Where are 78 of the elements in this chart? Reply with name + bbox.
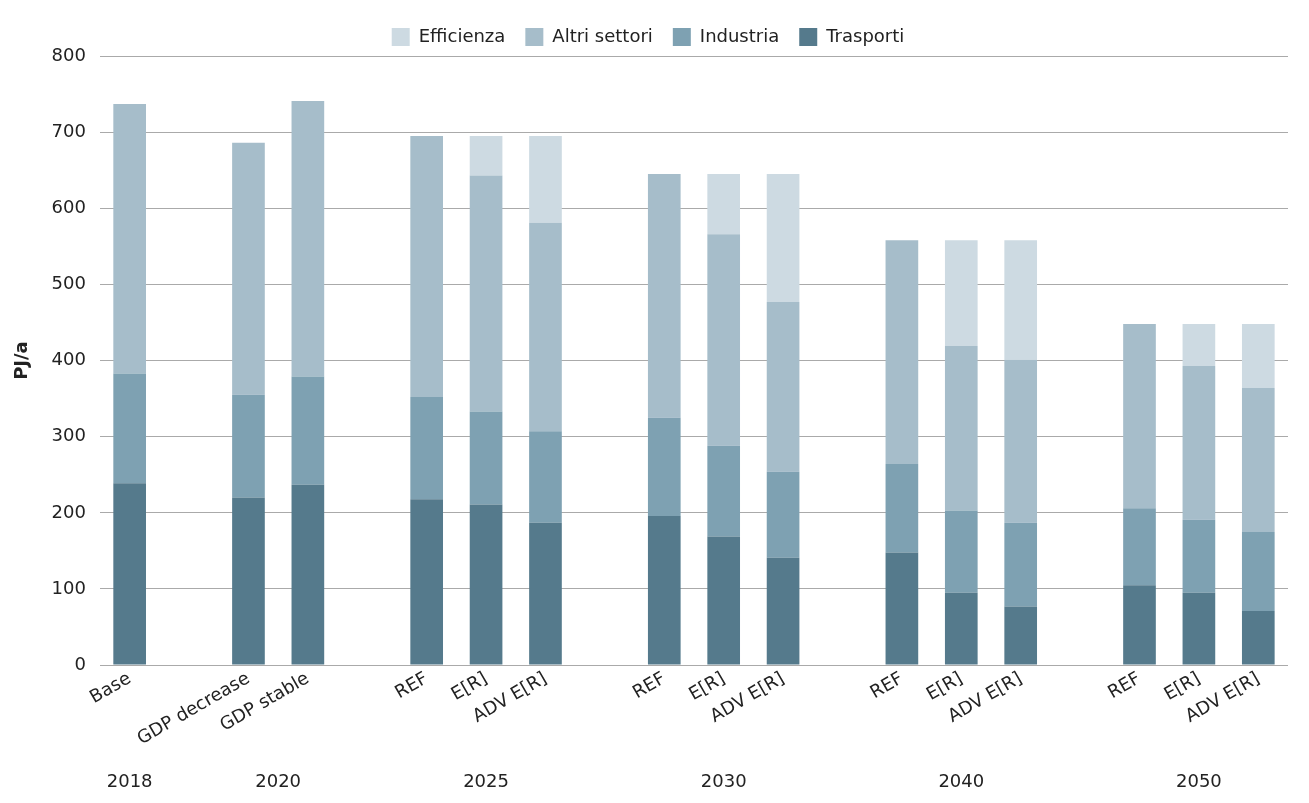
bar (1241, 387, 1275, 532)
bar (1004, 606, 1038, 665)
y-tick-label: 600 (51, 195, 86, 217)
bar (647, 174, 681, 418)
bar (469, 135, 503, 176)
bar (410, 499, 443, 665)
bar (944, 510, 978, 593)
y-tick-label: 800 (51, 43, 86, 65)
bar (766, 301, 800, 472)
text: 2025 (463, 769, 509, 791)
bar (410, 135, 443, 398)
text: 2040 (938, 769, 985, 791)
bar (529, 222, 562, 432)
x-tick-label: REF (390, 666, 431, 703)
y-tick-label: 700 (51, 119, 86, 141)
bar (469, 411, 503, 505)
bar (529, 135, 562, 223)
bar (707, 174, 741, 235)
bar (647, 417, 681, 516)
bar (113, 373, 146, 484)
bar (766, 174, 800, 302)
bar (1241, 324, 1275, 388)
bar (529, 522, 562, 665)
bar (113, 483, 146, 665)
y-tick-label: 0 (74, 652, 86, 674)
bar (469, 175, 503, 412)
bar (291, 100, 325, 377)
bar (232, 394, 265, 498)
bar (766, 557, 800, 665)
x-tick-label: REF (866, 666, 907, 703)
bar (232, 142, 265, 395)
y-tick-label: 400 (51, 348, 86, 370)
bar (291, 484, 325, 665)
bar (469, 504, 503, 665)
legend-label: Trasporti (825, 24, 905, 46)
y-tick-label: 100 (51, 576, 86, 598)
bar (1004, 359, 1038, 523)
bar (1004, 240, 1038, 360)
legend-label: Altri settori (552, 24, 653, 46)
y-axis-title: PJ/a (10, 341, 32, 380)
bar (291, 376, 325, 485)
bar (1182, 519, 1216, 593)
bar (1123, 508, 1156, 586)
bar (766, 471, 800, 558)
bar (1241, 531, 1275, 612)
bar (885, 240, 919, 465)
bar (1004, 522, 1038, 607)
text: 2030 (700, 769, 747, 791)
y-tick-label: 300 (51, 424, 86, 446)
bar (1241, 611, 1275, 665)
x-tick-label: Base (85, 666, 134, 707)
bar (707, 234, 741, 446)
bar (1123, 585, 1156, 665)
bar (410, 397, 443, 500)
bar (944, 346, 978, 511)
bar (1182, 365, 1216, 520)
bar (529, 431, 562, 523)
legend-label: Industria (699, 24, 780, 46)
x-tick-label: REF (628, 666, 669, 703)
bar (232, 497, 265, 665)
bar (707, 536, 741, 665)
bar (1123, 324, 1156, 509)
bar (944, 240, 978, 347)
bar (647, 515, 681, 665)
bar (113, 103, 146, 374)
text: 2020 (255, 769, 302, 791)
text: 2018 (106, 769, 153, 791)
legend-label: Efficienza (418, 24, 506, 46)
text: 2050 (1175, 769, 1222, 791)
bar (1182, 592, 1216, 665)
bar (1182, 324, 1216, 366)
bar (885, 464, 919, 553)
bar (944, 592, 978, 665)
y-tick-label: 500 (51, 272, 86, 294)
y-tick-label: 200 (51, 500, 86, 522)
bar (707, 445, 741, 537)
x-tick-label: REF (1103, 666, 1144, 703)
bar (885, 552, 919, 665)
